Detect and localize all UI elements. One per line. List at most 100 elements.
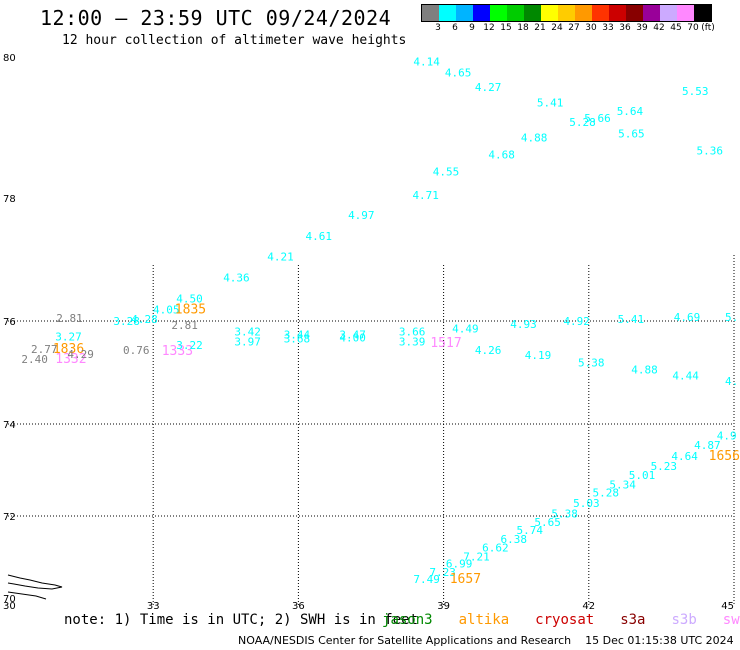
wave-height-value: 5.53 — [682, 85, 709, 98]
legend-label: 27 — [568, 23, 580, 33]
y-tick-label: 70 — [3, 594, 16, 605]
legend-swatch — [422, 5, 439, 21]
wave-height-value: 3.68 — [284, 333, 311, 346]
wave-height-value: 4.64 — [671, 450, 698, 463]
footer-credit: NOAA/NESDIS Center for Satellite Applica… — [238, 634, 572, 647]
legend-swatch — [643, 5, 660, 21]
wave-height-value: 3.97 — [234, 336, 261, 349]
wave-height-value: 4.55 — [433, 165, 460, 178]
wave-height-value: 3.28 — [113, 315, 140, 328]
wave-height-value: 4.71 — [412, 189, 439, 202]
legend-label: 12 — [483, 23, 495, 33]
legend-label: 39 — [636, 23, 648, 33]
legend-label: 21 — [534, 23, 546, 33]
wave-height-value: 5.23 — [651, 460, 678, 473]
legend-label: 24 — [551, 23, 563, 33]
wave-height-value: 4.49 — [452, 322, 479, 335]
legend-swatch — [677, 5, 694, 21]
wave-height-value: 5.34 — [609, 478, 636, 491]
wave-height-value: 3.42 — [234, 325, 261, 338]
wave-height-value: 4.87 — [694, 439, 721, 452]
legend-label: 45 — [670, 23, 682, 33]
legend-swatch — [456, 5, 473, 21]
legend-swatch — [660, 5, 677, 21]
wave-height-value: 4.27 — [475, 81, 502, 94]
overpass-time-label: 1332 — [55, 352, 86, 367]
wave-height-value: 4.68 — [488, 149, 515, 162]
wave-height-value: 6.38 — [501, 533, 528, 546]
wave-height-value: 5. — [725, 311, 738, 324]
wave-height-value: 3.44 — [284, 329, 311, 342]
wave-height-value: 5.64 — [617, 105, 644, 118]
wave-height-value: 2.40 — [21, 353, 48, 366]
instrument-swot: swot — [722, 612, 740, 628]
wave-height-value: 4.19 — [525, 349, 552, 362]
legend-swatch — [609, 5, 626, 21]
x-tick-label: 39 — [437, 601, 450, 612]
overpass-time-label: 1517 — [430, 336, 461, 351]
legend-color-bar — [421, 4, 712, 22]
overpass-time-label: 1657 — [450, 572, 481, 587]
legend-label: 70 — [687, 23, 699, 33]
wave-height-value: 5.38 — [551, 508, 578, 521]
legend-swatch — [473, 5, 490, 21]
wave-height-value: 4.26 — [475, 344, 502, 357]
wave-height-value: 3.27 — [55, 331, 82, 344]
instrument-s3b: s3b — [671, 612, 697, 628]
overpass-time-label: 1836 — [53, 342, 84, 357]
legend-swatch — [558, 5, 575, 21]
legend-swatch — [575, 5, 592, 21]
legend-swatch — [694, 5, 711, 21]
wave-height-value: 4.14 — [413, 55, 440, 68]
wave-height-value: 5.74 — [517, 524, 544, 537]
instrument-cryosat: cryosat — [535, 612, 595, 628]
wave-height-value: 4. — [725, 375, 738, 388]
wave-height-value: 6.62 — [482, 541, 509, 554]
page-title: 12:00 — 23:59 UTC 09/24/2024 — [40, 6, 392, 30]
wave-height-value: 4.65 — [445, 67, 472, 80]
wave-height-value: 4.61 — [305, 230, 332, 243]
legend-labels: 3 6 9 12 15 18 21 24 27 30 33 36 39 42 45 70 (ft) — [421, 22, 715, 36]
legend-label: 42 — [653, 23, 665, 33]
note-line: note: 1) Time is in UTC; 2) SWH is in fe… — [64, 612, 740, 628]
wave-height-value: 3.22 — [176, 339, 203, 352]
wave-height-value: 4.93 — [510, 318, 537, 331]
wave-height-value: 4.88 — [521, 132, 548, 145]
legend-label: 9 — [469, 23, 475, 33]
overpass-time-label: 1656 — [709, 449, 740, 464]
wave-height-value: 5.41 — [618, 313, 645, 326]
wave-height-value: 4.00 — [339, 332, 366, 345]
overpass-time-label: 1835 — [175, 303, 206, 318]
wave-height-value: 4.88 — [631, 364, 658, 377]
wave-height-value: 4.92 — [563, 315, 590, 328]
page-subtitle: 12 hour collection of altimeter wave hei… — [62, 33, 407, 48]
wave-height-value: 5.41 — [537, 96, 564, 109]
wave-height-value: 5.36 — [697, 144, 724, 157]
legend-swatch — [626, 5, 643, 21]
wave-height-value: 4.28 — [131, 313, 158, 326]
instrument-s3a: s3a — [620, 612, 646, 628]
y-tick-label: 76 — [3, 317, 16, 328]
y-tick-label: 74 — [3, 420, 16, 431]
legend-label: 15 — [500, 23, 512, 33]
footer: NOAA/NESDIS Center for Satellite Applica… — [238, 634, 734, 647]
overpass-time-label: 1333 — [162, 344, 193, 359]
legend-label: 18 — [517, 23, 529, 33]
wave-height-value: 4.69 — [674, 311, 701, 324]
legend-swatch — [592, 5, 609, 21]
wave-height-value: 2.81 — [171, 319, 198, 332]
wave-height-value: 5.01 — [629, 469, 656, 482]
legend-swatch — [524, 5, 541, 21]
x-tick-label: 33 — [147, 601, 160, 612]
wave-height-value: 6.99 — [446, 558, 473, 571]
wave-height-value: 5.66 — [584, 112, 611, 125]
wave-height-value: 5.38 — [578, 356, 605, 369]
footer-timestamp: 15 Dec 01:15:38 UTC 2024 — [585, 634, 734, 647]
y-tick-label: 80 — [3, 53, 16, 64]
x-tick-label: 42 — [582, 601, 595, 612]
wave-height-value: 7.21 — [463, 550, 490, 563]
wave-height-value: 4.29 — [67, 348, 94, 361]
legend-swatch — [507, 5, 524, 21]
note-text: note: 1) Time is in UTC; 2) SWH is in fe… — [64, 612, 419, 628]
